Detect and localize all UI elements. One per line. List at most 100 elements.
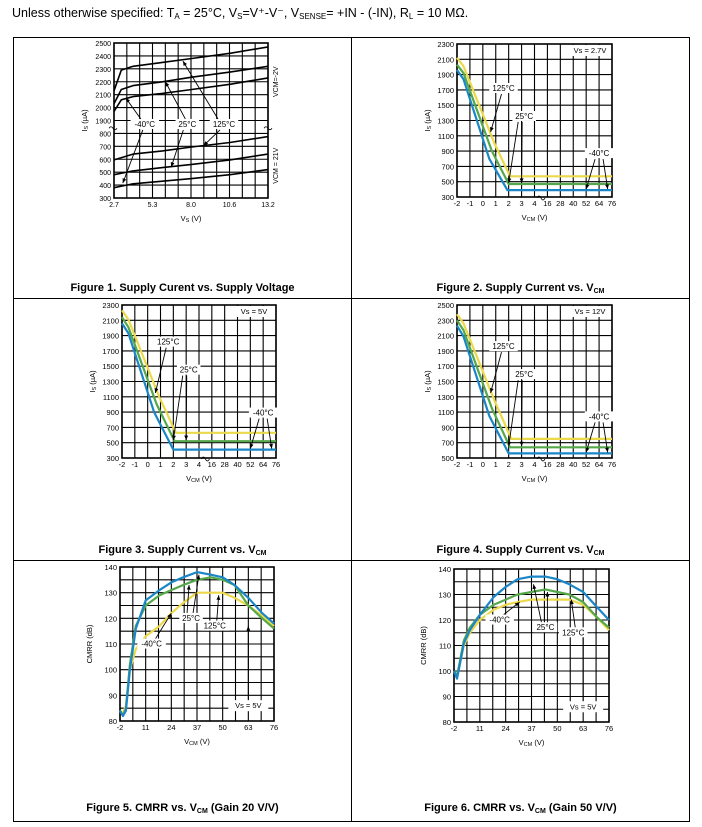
fig3-ytick-label: 2300 [102,301,119,310]
fig2-arrow-25b-head [519,178,524,183]
fig2-arrow-m40b-head [605,184,609,190]
fig6-ytick-label: 110 [439,642,451,651]
fig1-band-label-upper: VCM=-2V [273,66,280,97]
fig4-xtick-label: 76 [608,460,616,469]
fig1-xlabel: VS (V) [181,214,202,224]
fig4-xtick-label: 64 [595,460,603,469]
fig6-xlabel: VCM (V) [519,738,545,748]
fig4-arrow-m40a [585,422,596,453]
fig3-annotation-bg [234,306,274,317]
fig3-arrow-m40b [266,418,273,449]
fig2-xtick-label: 0 [481,199,485,208]
fig1-series-25°C (VCM=21V) [113,153,269,176]
fig5-xtick-label: 63 [244,723,252,732]
fig2-xtick-label: 52 [582,199,590,208]
fig2-label-125-bg [489,82,518,93]
fig6-annotation: Vs = 5V [570,702,596,711]
fig6-ytick-label: 130 [438,591,451,600]
fig5-xlabel: VCM (V) [184,737,210,747]
fig2-xtick-label: 1 [494,199,498,208]
fig4-series-125°C [456,313,612,440]
fig2-arrow-m40a [585,158,596,190]
fig4-xlabel: VCM (V) [522,474,548,484]
fig3-xtick-label: 64 [259,460,267,469]
fig1-series-25°C (VCM=-2V) [113,65,269,105]
fig4-label-125-bg [489,341,518,352]
fig4-ylabel: IS (µA) [423,370,433,393]
fig6-ylabel: CMRR (dB) [419,626,428,665]
fig1-ylabel: IS (µA) [80,109,90,132]
fig2-xtick-label: 64 [595,199,603,208]
fig2-label-m40: -40°C [589,149,610,158]
fig1-ytick-label: 500 [99,170,111,177]
fig5-arrow-25b-head [196,574,201,580]
fig4-xtick-label: -2 [454,460,461,469]
fig1-ytick-label: 2300 [95,67,111,74]
fig2-xlabel: VCM (V) [522,213,548,223]
fig2-ylabel: IS (µA) [423,109,433,132]
fig5-arrow-m40 [155,612,172,639]
fig4-arrow-125-head [489,388,494,393]
fig1-label-m40-bg [130,118,160,129]
fig5-xtick-label: 37 [193,723,201,732]
fig2-arrow-25a [508,121,519,184]
figure-2-caption: Figure 2. Supply Current vs. VCM [436,282,605,295]
fig4-arrow-25b [521,380,523,447]
fig2-label-125: 125°C [492,84,515,93]
fig3-arrow-m40a [249,418,260,449]
fig6-series-25°C [452,575,610,680]
fig5-ytick-label: 140 [104,563,117,572]
fig4-label-m40: -40°C [589,412,610,421]
fig3-arrow-25a-head [172,435,176,441]
conditions-header: Unless otherwise specified: TA = 25°C, V… [12,6,469,21]
fig2-ytick-label: 1500 [437,101,454,110]
fig4-xtick-label: 1 [494,460,498,469]
fig6-xtick-label: 37 [527,724,535,733]
fig1-xtick-label: 2.7 [109,202,119,209]
fig6-arrow-25b-head [545,591,550,597]
fig4-ytick-label: 1300 [437,393,454,402]
fig3-label-25: 25°C [180,366,198,375]
fig1-plot-frame [113,42,269,199]
fig1-label-m40: -40°C [135,120,156,129]
fig6-xtick-label: 76 [605,724,613,733]
fig2-label-25-bg [512,110,536,121]
fig4-xtick-label: -1 [467,460,474,469]
fig3-xtick-label: -2 [119,460,126,469]
fig3-arrow-125-head [154,388,159,393]
fig2-xtick-label: -1 [467,199,474,208]
fig6-xtick-label: 50 [553,724,561,733]
fig3-ytick-label: 500 [106,439,119,448]
fig4-label-125: 125°C [492,342,515,351]
fig2-arrow-m40a-head [585,184,590,190]
fig3-label-m40-bg [248,407,278,418]
fig2-arrow-25b [521,121,523,183]
fig3-arrow-125 [154,347,167,394]
fig3-series-125°C [121,309,276,434]
fig4-ytick-label: 1500 [437,378,454,387]
fig2-ytick-label: 1700 [437,86,454,95]
fig3-label-m40: -40°C [253,409,274,418]
fig3-xtick-label: 4 [197,460,201,469]
fig2-xtick-label: 28 [556,199,564,208]
fig6-ytick-label: 120 [438,616,451,625]
fig5-label-125-bg [200,620,230,631]
fig6-arrow-25a-head [532,584,537,590]
fig1-break-right [263,126,273,131]
fig3-ytick-label: 1900 [102,332,119,341]
fig3-series--40°C [121,322,276,451]
fig2-ytick-label: 1900 [437,71,454,80]
fig1-arrow-125-up [182,60,219,120]
fig5-annotation-bg [228,700,269,712]
fig1-label-25: 25°C [178,120,196,129]
fig4-ytick-label: 700 [441,439,454,448]
fig1-label-125-bg [209,118,239,129]
fig1-ytick-label: 1900 [95,119,111,126]
fig1-ytick-label: 2400 [95,54,111,61]
fig5-ytick-label: 120 [104,614,117,623]
fig4-label-m40-bg [584,411,614,422]
fig5-label-125: 125°C [204,622,227,631]
fig5-ytick-label: 130 [104,589,117,598]
fig4-xtick-label: 4 [532,460,536,469]
fig6-ytick-label: 90 [443,693,451,702]
